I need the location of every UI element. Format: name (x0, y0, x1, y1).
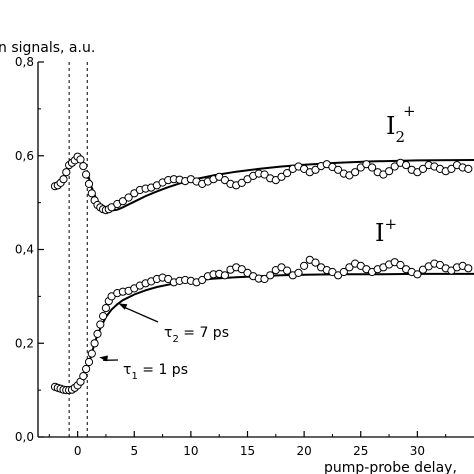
data-point (266, 271, 275, 280)
data-point (87, 189, 96, 198)
data-point (79, 372, 88, 381)
data-point (339, 267, 348, 277)
data-point (90, 339, 99, 348)
data-point (84, 179, 94, 188)
data-point (79, 162, 88, 171)
data-point (220, 176, 229, 185)
data-point (396, 260, 405, 270)
y-axis-title: n signals, a.u. (0, 40, 95, 56)
x-tick-label: 30 (410, 444, 425, 458)
data-point (124, 193, 133, 202)
data-point (385, 167, 394, 176)
data-point (93, 329, 102, 338)
y-tick-label: 0,2 (15, 336, 34, 350)
x-tick-label: 0 (74, 444, 82, 458)
data-point (447, 164, 456, 173)
data-point (96, 320, 105, 329)
data-point (283, 169, 292, 178)
annotation-tau2: τ2 = 7 ps (164, 325, 229, 345)
data-point (220, 271, 229, 280)
annotation-arrow-head (118, 303, 128, 310)
data-point (198, 275, 207, 285)
data-point (311, 165, 320, 174)
axes: 0,0 0,2 0,4 0,6 0,8 0 5 10 15 20 25 30 (15, 55, 474, 458)
data-point (237, 178, 246, 187)
data-point (413, 270, 422, 279)
series-label-i2-plus: I2+ (386, 102, 416, 146)
x-tick-label: 15 (240, 444, 255, 458)
data-point (260, 170, 269, 179)
annotation-tau1: τ1 = 1 ps (123, 362, 188, 382)
data-point (402, 161, 411, 170)
series-labels: I2+ I+ (375, 102, 416, 247)
time-constant-annotations: τ2 = 7 ps τ1 = 1 ps (99, 303, 229, 382)
data-point (62, 168, 71, 177)
data-point (59, 175, 68, 184)
data-point (464, 164, 473, 173)
data-point (351, 168, 360, 177)
y-tick-label: 0,8 (15, 55, 34, 69)
data-point (76, 155, 85, 164)
y-tick-label: 0,0 (15, 430, 34, 444)
data-point (87, 349, 96, 358)
annotation-arrow-line (122, 305, 159, 323)
annotation-arrow-head (99, 355, 108, 362)
data-point (277, 172, 286, 181)
data-point (300, 261, 309, 270)
data-point (334, 165, 343, 174)
delay-markers (68, 62, 88, 437)
fit-curve-i-plus (86, 272, 474, 372)
x-tick-label: 20 (296, 444, 311, 458)
data-point (82, 364, 91, 374)
series-label-i-plus: I+ (375, 215, 397, 247)
data-point (311, 258, 320, 267)
x-axis-title: pump-probe delay, (324, 460, 457, 474)
data-point (118, 197, 128, 206)
x-tick-label: 10 (183, 444, 198, 458)
data-point (237, 265, 246, 274)
data-point (418, 164, 428, 173)
x-tick-label: 5 (130, 444, 138, 458)
data-point (283, 266, 292, 275)
x-tick-label: 25 (353, 444, 368, 458)
data-point (99, 312, 108, 321)
data-point (82, 170, 91, 179)
data-point (260, 274, 269, 284)
data-point (390, 162, 399, 171)
data-point (294, 268, 303, 277)
y-tick-label: 0,6 (15, 149, 34, 163)
data-point (464, 264, 473, 273)
data-points (50, 152, 473, 395)
data-point (368, 163, 377, 172)
data-point (345, 263, 354, 272)
data-point (101, 304, 111, 313)
y-tick-label: 0,4 (15, 243, 34, 257)
data-point (84, 357, 94, 367)
